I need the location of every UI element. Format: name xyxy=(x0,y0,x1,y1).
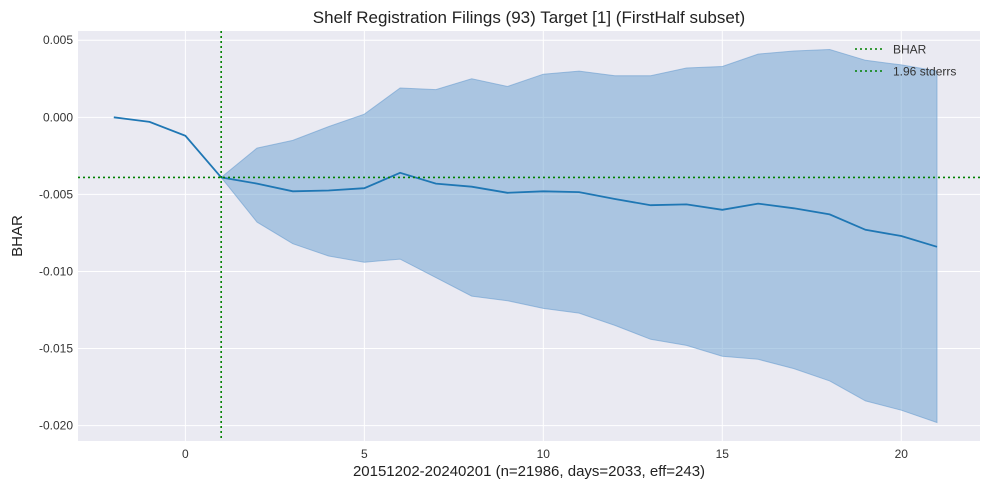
y-tick-labels: 0.005 0.000 -0.005 -0.010 -0.015 -0.020 xyxy=(39,33,73,432)
y-tick-label: -0.005 xyxy=(39,187,73,201)
x-tick-label: 5 xyxy=(361,447,368,461)
y-tick-label: 0.005 xyxy=(43,33,73,47)
chart-title: Shelf Registration Filings (93) Target [… xyxy=(313,8,745,27)
x-tick-label: 10 xyxy=(537,447,551,461)
legend-label-bhar: BHAR xyxy=(893,43,927,57)
x-tick-label: 20 xyxy=(895,447,909,461)
y-tick-label: -0.020 xyxy=(39,419,73,433)
x-tick-label: 0 xyxy=(182,447,189,461)
bhar-line xyxy=(113,116,938,248)
legend: BHAR 1.96 stderrs xyxy=(855,43,956,79)
x-axis-label: 20151202-20240201 (n=21986, days=2033, e… xyxy=(353,463,705,480)
y-axis-label: BHAR xyxy=(9,215,26,257)
y-tick-label: 0.000 xyxy=(43,110,73,124)
x-tick-labels: 0 5 10 15 20 xyxy=(182,447,908,461)
y-tick-label: -0.015 xyxy=(39,342,73,356)
y-tick-label: -0.010 xyxy=(39,264,73,278)
x-tick-label: 15 xyxy=(716,447,730,461)
legend-label-stderrs: 1.96 stderrs xyxy=(893,65,956,79)
